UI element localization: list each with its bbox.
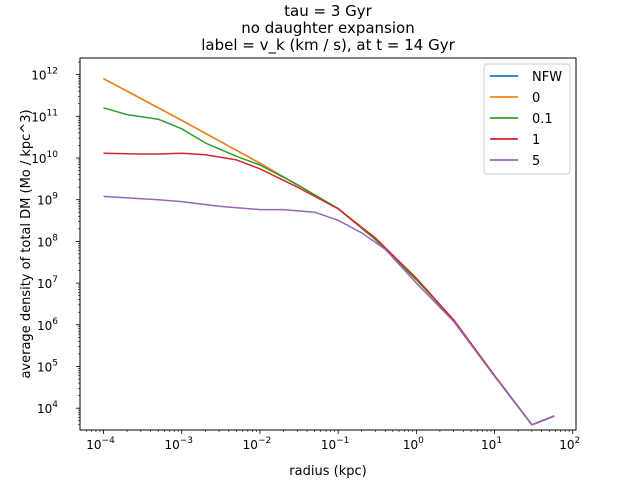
series-line-4 [103, 195, 555, 426]
chart-title-line-3: label = v_k (km / s), at t = 14 Gyr [201, 36, 455, 55]
y-tick-label-2: 106 [37, 317, 58, 333]
y-axis-label: average density of total DM (Mo / kpc^3) [19, 109, 34, 378]
x-tick-label-5: 101 [481, 436, 502, 452]
x-tick-label-3: 10−1 [321, 436, 350, 452]
x-tick-label-6: 102 [559, 436, 580, 452]
x-tick-label-4: 100 [403, 436, 424, 452]
legend-label-1: 0 [532, 91, 540, 106]
legend-frame [483, 63, 571, 175]
y-tick-label-3: 107 [37, 275, 58, 291]
x-tick-label-0: 10−4 [86, 436, 115, 452]
plot-frame [79, 57, 577, 431]
y-tick-label-6: 1010 [31, 150, 58, 166]
y-tick-label-7: 1011 [31, 108, 58, 124]
x-tick-label-2: 10−2 [243, 436, 272, 452]
x-tick-label-1: 10−3 [164, 436, 193, 452]
y-tick-label-1: 105 [37, 358, 58, 374]
y-tick-label-0: 104 [37, 400, 58, 416]
y-tick-label-5: 109 [37, 192, 58, 208]
legend-label-0: NFW [532, 70, 562, 85]
chart-title-line-2: no daughter expansion [241, 19, 414, 37]
legend-label-3: 1 [532, 133, 540, 148]
chart-title-line-1: tau = 3 Gyr [284, 2, 372, 20]
legend-label-4: 5 [532, 154, 540, 169]
y-tick-label-4: 108 [37, 233, 58, 249]
legend: NFW 0 0.1 1 5 [483, 63, 571, 175]
x-axis-label: radius (kpc) [289, 464, 366, 479]
legend-label-2: 0.1 [532, 112, 553, 127]
y-tick-label-8: 1012 [31, 67, 58, 83]
series-layer [103, 77, 555, 426]
